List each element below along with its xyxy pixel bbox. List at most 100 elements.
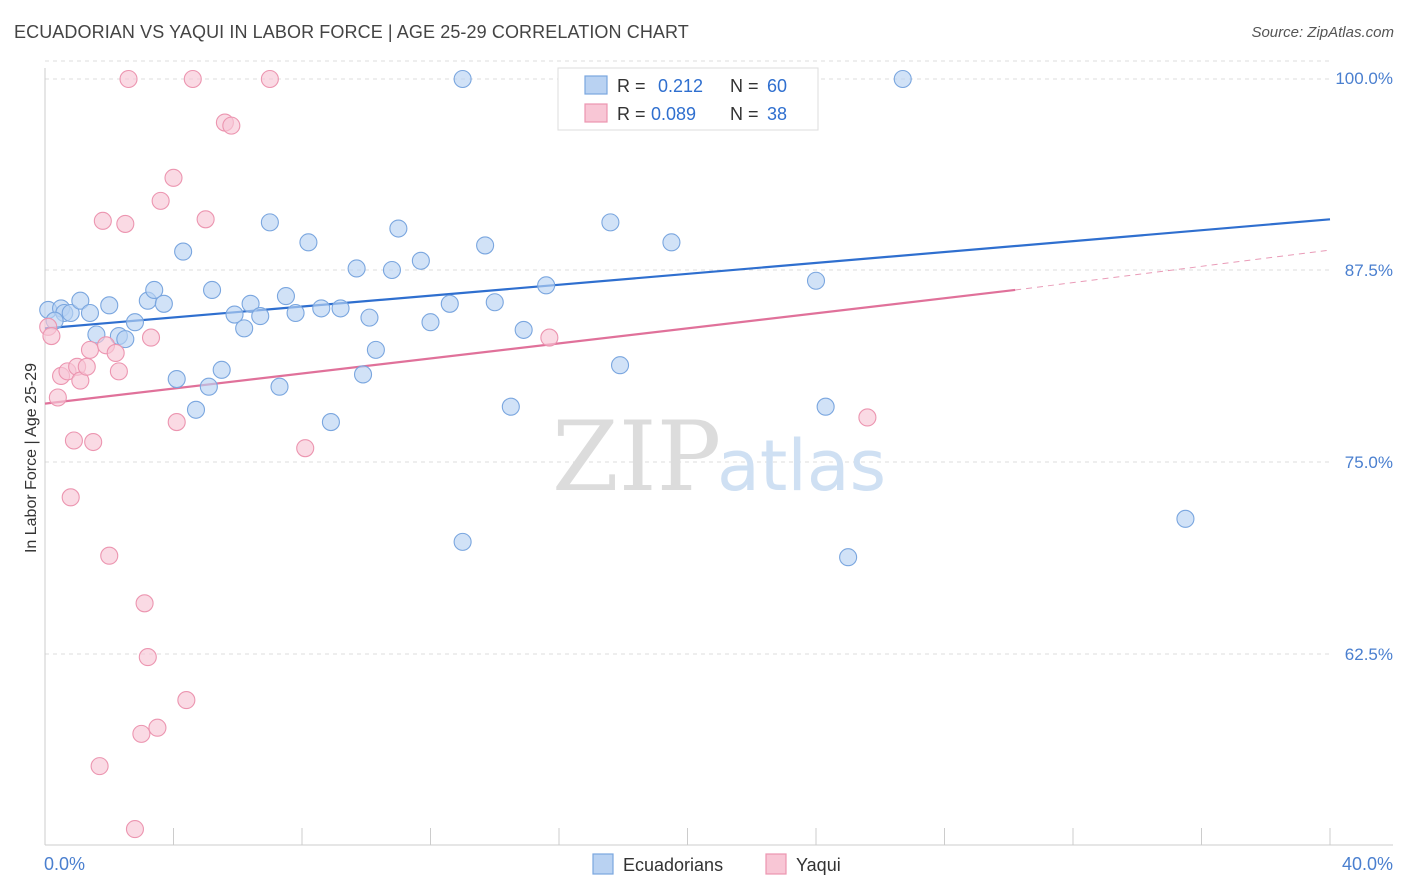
point-yaqui [222,116,241,135]
point-ecuadorians [353,365,373,384]
point-yaqui [196,210,215,229]
point-ecuadorians [80,303,100,323]
point-ecuadorians [251,307,270,326]
point-yaqui [116,214,135,233]
point-yaqui [164,168,183,187]
legend-n-label-1: N = [730,76,759,96]
point-ecuadorians [241,294,260,313]
point-yaqui [125,820,144,839]
point-yaqui [148,718,167,737]
point-ecuadorians [806,271,826,290]
y-tick-labels: 62.5% 75.0% 87.5% 100.0% [1335,69,1393,664]
point-ecuadorians [476,236,495,255]
trend-line-yaqui [44,288,1016,405]
point-ecuadorians [100,296,119,315]
point-ecuadorians [145,280,164,300]
point-ecuadorians [816,397,835,416]
point-ecuadorians [537,276,556,295]
point-ecuadorians [186,400,206,419]
y-axis-label: In Labor Force | Age 25-29 [23,363,40,553]
watermark: ZIP atlas [552,401,886,513]
series-legend: Ecuadorians Yaqui [592,853,841,875]
point-ecuadorians [453,69,472,89]
legend-n-value-2: 38 [767,104,787,124]
x-tick-label-min: 0.0% [44,854,85,874]
point-yaqui [119,69,138,89]
gridlines [45,60,1330,655]
point-ecuadorians [116,330,135,349]
point-ecuadorians [299,233,318,252]
point-ecuadorians [260,213,279,232]
point-yaqui [80,340,100,359]
series-legend-swatch-yaqui [765,853,787,875]
point-ecuadorians [453,532,472,551]
point-ecuadorians [389,219,408,238]
point-yaqui [100,546,119,565]
correlation-legend: R = 0.212 N = 60 R = 0.089 N = 38 [557,67,819,131]
point-ecuadorians [382,260,402,280]
point-yaqui [135,594,154,613]
point-ecuadorians [203,280,222,300]
point-ecuadorians [199,377,218,396]
legend-swatch-yaqui [584,103,608,123]
point-ecuadorians [321,413,340,432]
point-yaqui [77,357,96,376]
point-ecuadorians [501,397,520,416]
point-ecuadorians [174,242,193,261]
point-ecuadorians [167,370,186,389]
point-yaqui [260,69,279,89]
chart-title: ECUADORIAN VS YAQUI IN LABOR FORCE | AGE… [14,22,689,42]
point-ecuadorians [154,294,173,313]
legend-n-value-1: 60 [767,76,787,96]
point-ecuadorians [225,305,244,324]
legend-swatch-ecuadorians [584,75,608,95]
legend-r-value-2: 0.089 [651,104,696,124]
point-yaqui [167,413,186,432]
point-yaqui [151,191,170,210]
legend-r-label-2: R = [617,104,646,124]
point-ecuadorians [411,251,430,270]
y-tick-label: 87.5% [1345,261,1393,280]
point-yaqui [84,432,103,452]
y-tick-label: 62.5% [1345,645,1393,664]
point-yaqui [64,431,83,450]
source-label: Source: ZipAtlas.com [1251,24,1394,41]
point-ecuadorians [286,303,305,323]
point-ecuadorians [235,319,254,338]
point-ecuadorians [440,294,459,313]
series-legend-label-ecuadorians: Ecuadorians [623,855,723,875]
legend-n-label-2: N = [730,104,759,124]
point-ecuadorians [270,377,289,396]
point-ecuadorians [1176,509,1195,528]
trend-line-extension-yaqui [1015,249,1331,291]
point-ecuadorians [421,313,440,332]
point-yaqui [42,326,61,346]
point-yaqui [540,328,559,347]
point-yaqui [109,362,128,381]
point-ecuadorians [514,320,533,339]
watermark-atlas: atlas [717,425,886,507]
point-yaqui [90,757,109,776]
point-ecuadorians [61,303,80,323]
series-legend-swatch-ecuadorians [592,853,614,875]
point-ecuadorians [839,548,858,567]
point-ecuadorians [610,356,630,375]
point-ecuadorians [125,313,144,332]
watermark-zip: ZIP [552,401,721,513]
point-ecuadorians [276,287,295,306]
point-ecuadorians [893,69,912,89]
y-tick-label: 100.0% [1335,69,1393,88]
point-ecuadorians [601,213,620,232]
legend-r-label-1: R = [617,76,646,96]
point-yaqui [858,408,877,427]
point-yaqui [93,211,112,230]
point-yaqui [106,343,125,362]
point-ecuadorians [331,299,350,318]
point-yaqui [183,69,202,89]
point-ecuadorians [485,293,504,312]
point-ecuadorians [662,233,681,252]
point-yaqui [141,328,161,347]
point-ecuadorians [366,340,385,359]
point-ecuadorians [347,259,366,278]
